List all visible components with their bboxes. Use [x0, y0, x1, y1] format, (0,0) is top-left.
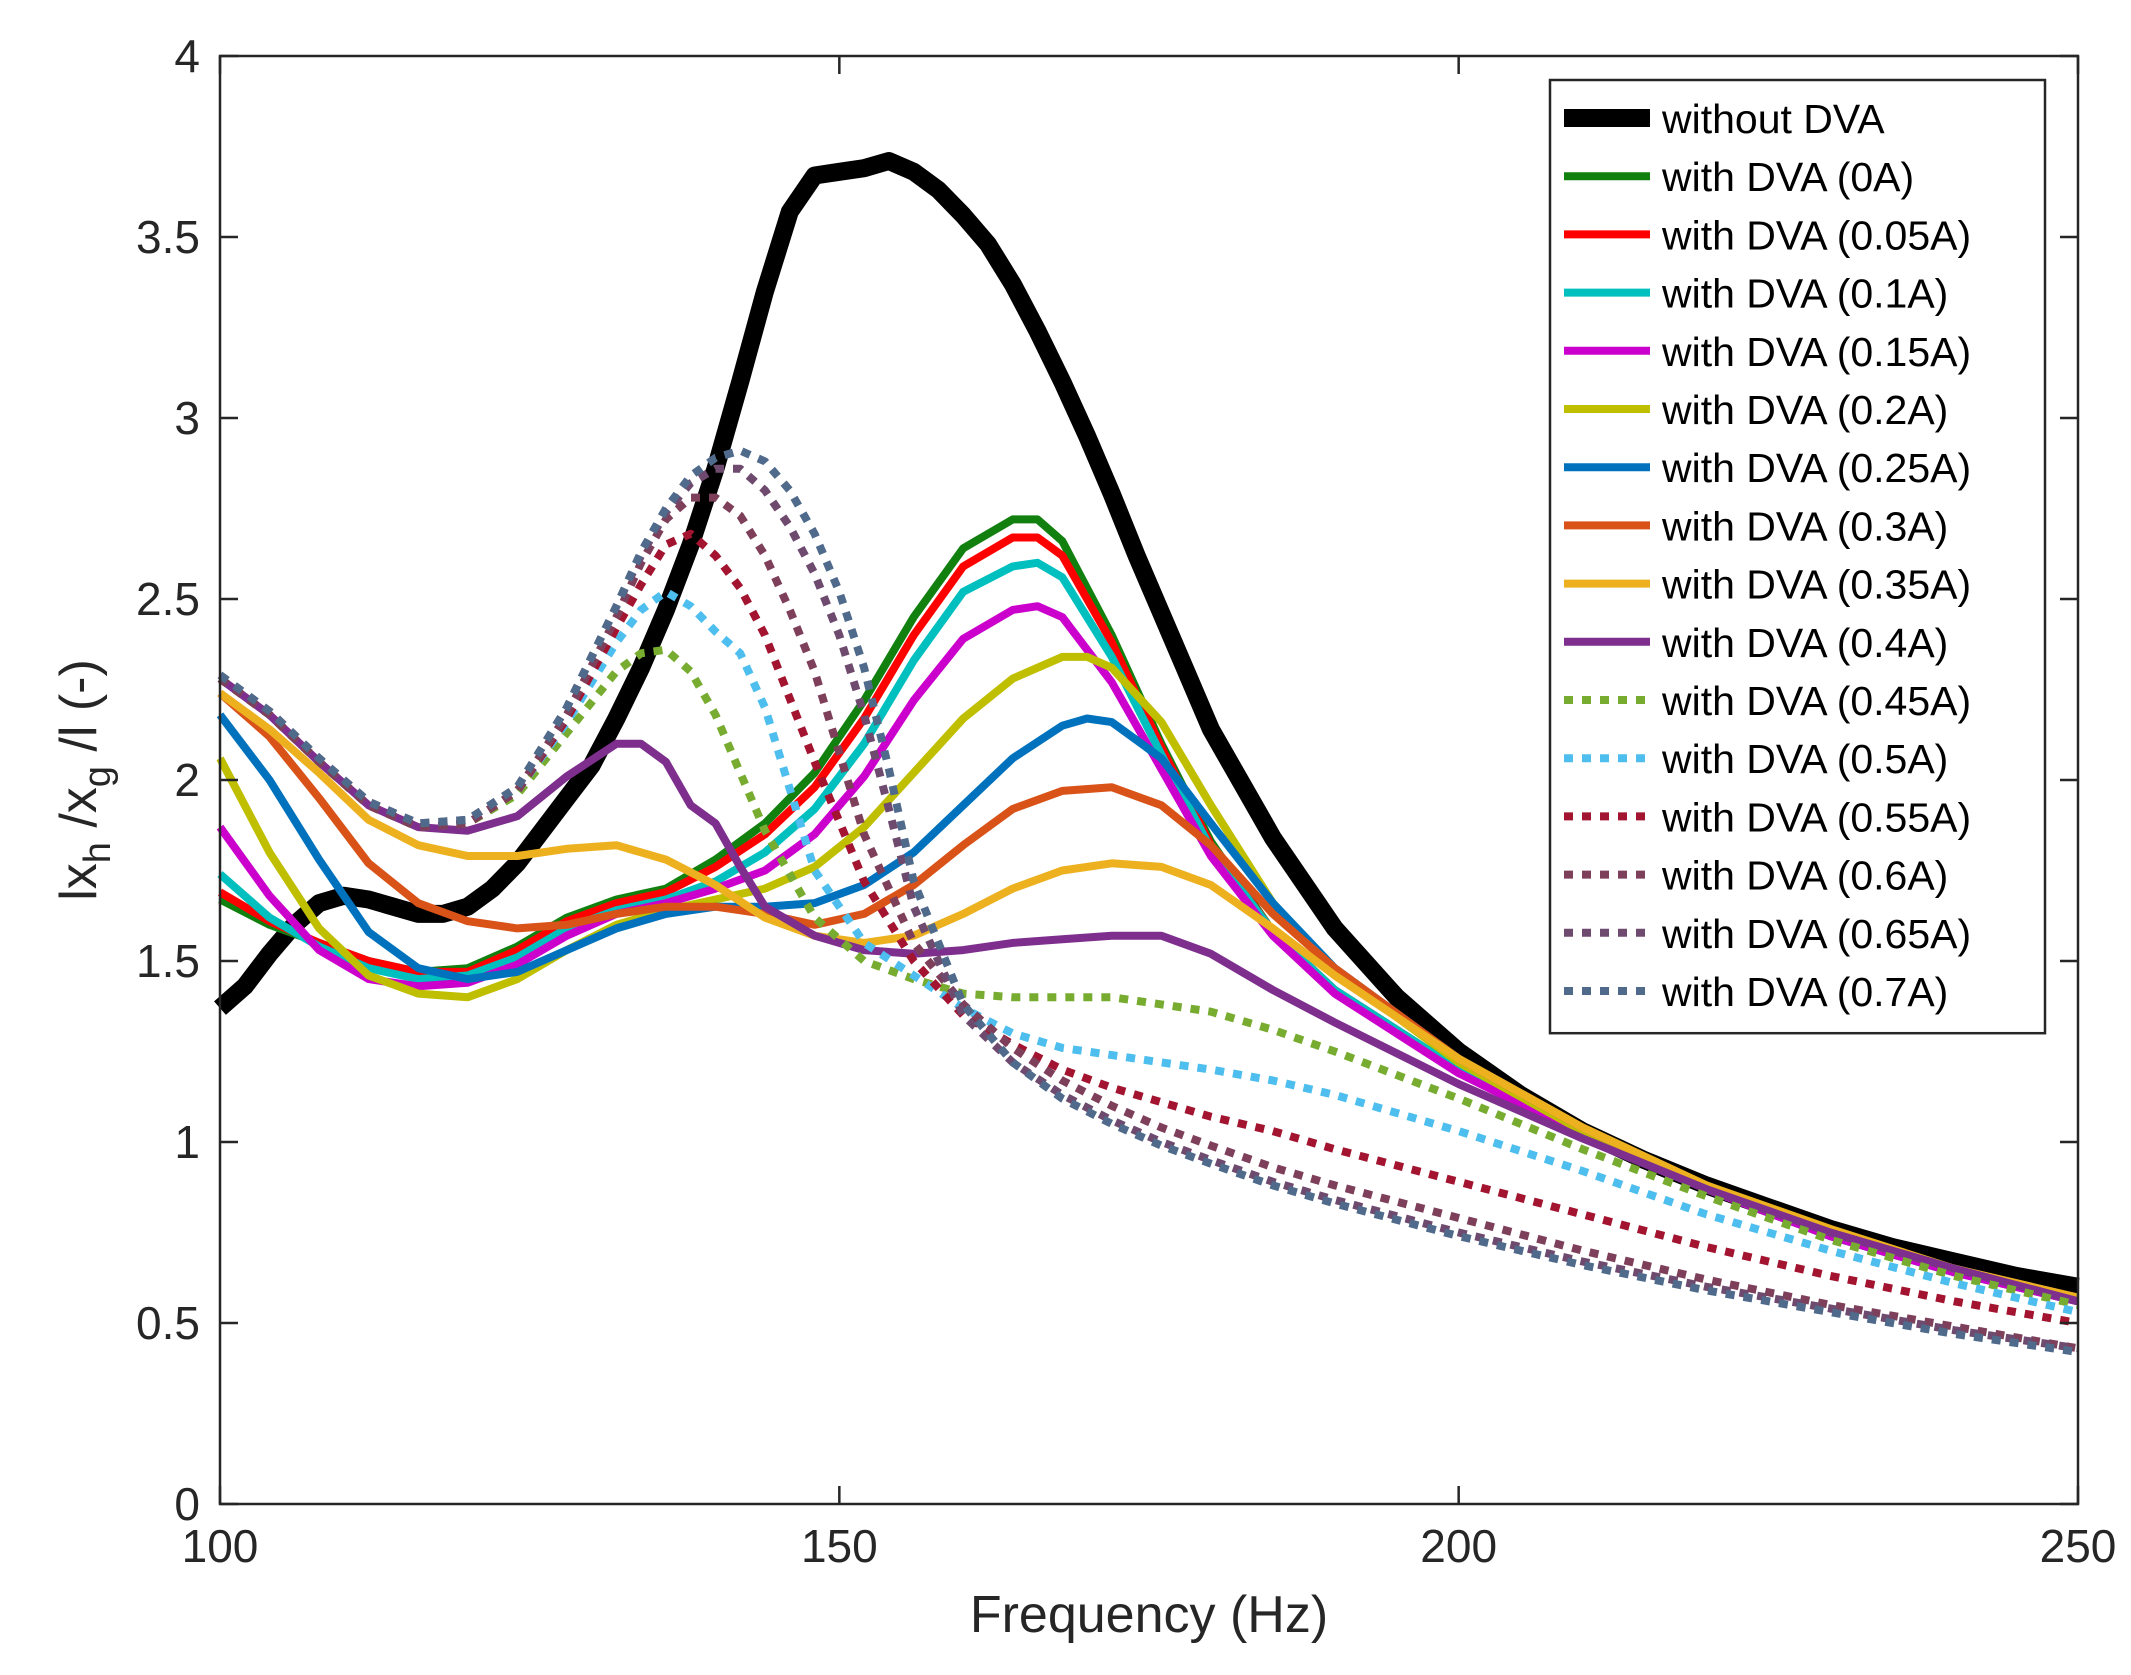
y-tick-label: 0.5	[136, 1297, 200, 1349]
series-line-9	[217, 675, 2080, 1306]
y-tick-label: 2.5	[136, 573, 200, 625]
legend-box	[1548, 78, 2047, 1035]
legend-label-3: with DVA (0.1A)	[1661, 271, 1948, 317]
legend-label-11: with DVA (0.5A)	[1661, 736, 1948, 782]
legend-label-15: with DVA (0.7A)	[1661, 969, 1948, 1015]
legend-label-5: with DVA (0.2A)	[1661, 387, 1948, 433]
legend-label-4: with DVA (0.15A)	[1661, 329, 1971, 375]
legend-label-10: with DVA (0.45A)	[1661, 678, 1971, 724]
y-tick-label: 0	[174, 1478, 200, 1530]
legend-label-2: with DVA (0.05A)	[1661, 212, 1971, 258]
legend-label-7: with DVA (0.3A)	[1661, 503, 1948, 549]
y-tick-label: 2	[174, 754, 200, 806]
x-axis-label: Frequency (Hz)	[970, 1586, 1328, 1644]
y-axis-label: lxh /xg /l (-)	[50, 659, 119, 901]
y-tick-label: 1.5	[136, 935, 200, 987]
x-tick-label: 100	[182, 1520, 259, 1572]
legend-label-6: with DVA (0.25A)	[1661, 445, 1971, 491]
legend-label-9: with DVA (0.4A)	[1661, 620, 1948, 666]
y-tick-label: 3.5	[136, 211, 200, 263]
legend-label-12: with DVA (0.55A)	[1661, 794, 1971, 840]
series-line-15	[217, 446, 2079, 1356]
legend: without DVA with DVA (0A) with DVA (0.05A)…	[1548, 78, 2047, 1035]
series-line-4	[216, 602, 2079, 1306]
y-tick-label: 1	[174, 1116, 200, 1168]
series-line-13	[217, 493, 2079, 1353]
legend-label-1: with DVA (0A)	[1661, 154, 1914, 200]
x-tick-label: 150	[801, 1520, 878, 1572]
legend-label-13: with DVA (0.6A)	[1661, 853, 1948, 899]
legend-label-8: with DVA (0.35A)	[1661, 562, 1971, 608]
x-tick-label: 200	[1420, 1520, 1497, 1572]
x-tick-label: 250	[2040, 1520, 2117, 1572]
y-tick-label: 3	[174, 392, 200, 444]
y-tick-label: 4	[174, 30, 200, 82]
legend-label-14: with DVA (0.65A)	[1661, 911, 1971, 957]
legend-label-0: without DVA	[1661, 96, 1885, 142]
